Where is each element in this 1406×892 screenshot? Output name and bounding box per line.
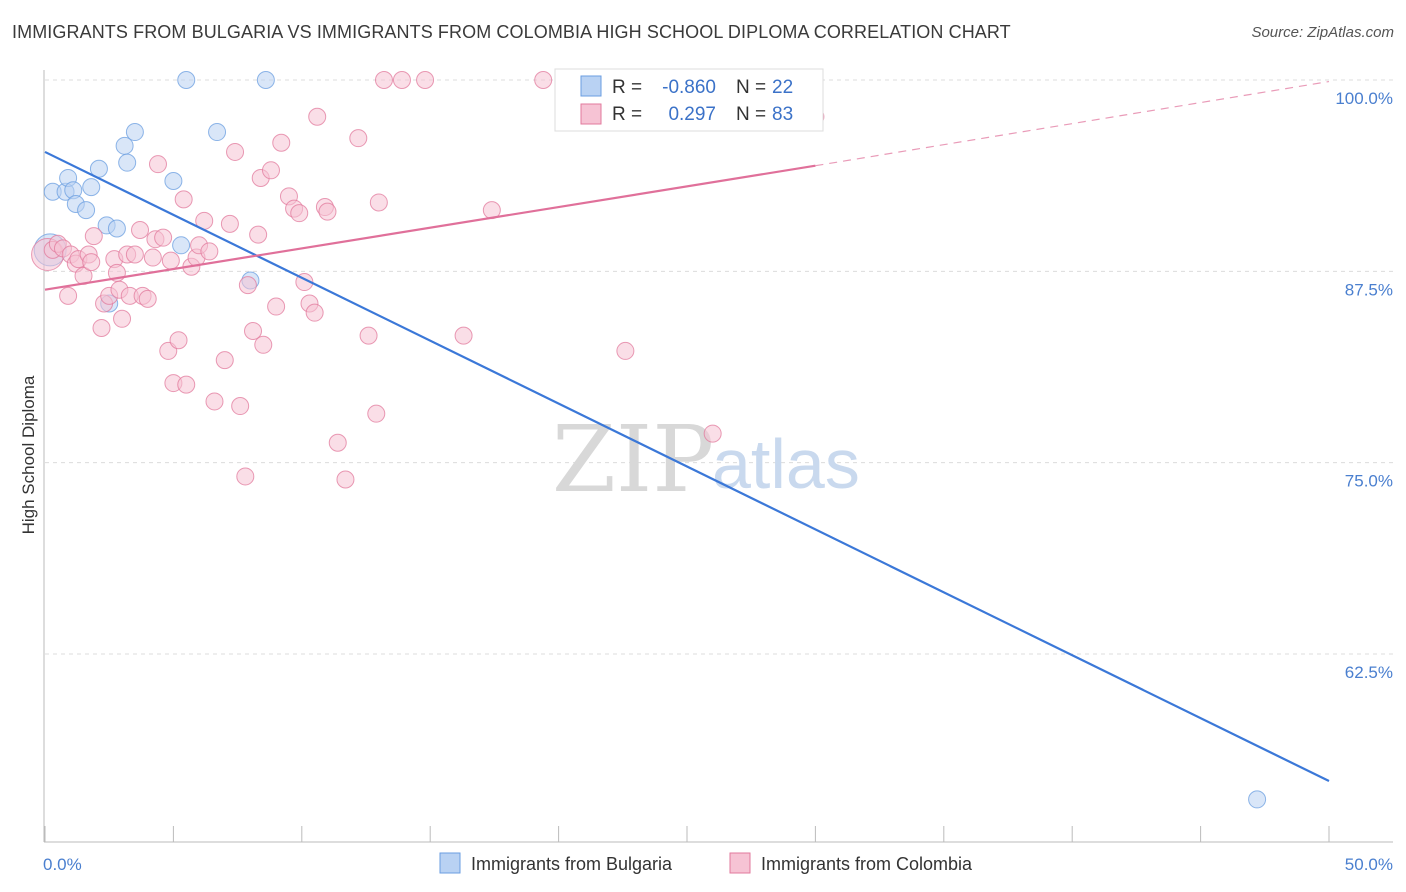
point-colombia-27 <box>148 155 167 174</box>
point-bulgaria-21 <box>1248 790 1267 809</box>
point-colombia-48 <box>249 225 268 244</box>
point-colombia-33 <box>174 190 193 209</box>
point-colombia-68 <box>369 193 388 212</box>
point-colombia-66 <box>359 326 378 345</box>
legend-n-value-bulgaria: 22 <box>772 77 793 98</box>
legend-swatch-colombia <box>580 103 602 125</box>
point-colombia-43 <box>226 142 245 161</box>
point-colombia-60 <box>308 107 327 126</box>
y-tick-label-3: 62.5% <box>1345 663 1393 682</box>
point-colombia-22 <box>131 221 150 240</box>
point-colombia-64 <box>336 470 355 489</box>
legend-swatch-bulgaria <box>580 75 602 97</box>
point-bulgaria-17 <box>177 71 196 89</box>
point-colombia-40 <box>205 392 224 411</box>
point-bulgaria-7 <box>82 178 101 197</box>
point-colombia-78 <box>703 424 722 443</box>
point-colombia-53 <box>272 133 291 152</box>
point-bulgaria-6 <box>77 201 96 220</box>
legend-n-label-bulgaria: N = <box>736 77 766 98</box>
point-colombia-41 <box>215 351 234 370</box>
point-colombia-32 <box>169 331 188 350</box>
point-colombia-69 <box>374 71 393 89</box>
series-legend-swatch-bulgaria <box>439 852 461 874</box>
point-colombia-70 <box>392 71 411 89</box>
x-tick-label-min: 0.0% <box>43 855 82 874</box>
legend-n-value-colombia: 83 <box>772 104 793 125</box>
point-bulgaria-11 <box>107 219 126 238</box>
gridlines <box>45 79 1393 655</box>
legend-r-label-bulgaria: R = <box>612 77 642 98</box>
trend-line-colombia <box>44 164 816 291</box>
legend-r-value-colombia: 0.297 <box>668 104 716 125</box>
trend-line-extension-colombia <box>815 80 1330 167</box>
y-tick-labels: 100.0% 87.5% 75.0% 62.5% <box>1335 89 1393 682</box>
point-colombia-56 <box>290 204 309 223</box>
series-legend-swatch-colombia <box>729 852 751 874</box>
point-colombia-50 <box>254 335 273 354</box>
x-tick-label-max: 50.0% <box>1345 855 1393 874</box>
y-tick-label-1: 87.5% <box>1345 280 1393 299</box>
point-colombia-11 <box>84 227 103 246</box>
point-colombia-65 <box>349 129 368 148</box>
point-colombia-63 <box>328 433 347 452</box>
chart-source: Source: ZipAtlas.com <box>1251 24 1394 41</box>
point-colombia-59 <box>305 303 324 322</box>
point-colombia-74 <box>534 71 553 89</box>
series-legend: Immigrants from Bulgaria Immigrants from… <box>439 852 973 874</box>
point-bulgaria-16 <box>172 236 191 255</box>
point-colombia-52 <box>267 297 286 316</box>
stats-legend: R = -0.860 N = 22 R = 0.297 N = 83 <box>554 68 824 132</box>
y-tick-label-2: 75.0% <box>1345 472 1393 491</box>
point-bulgaria-15 <box>164 172 183 191</box>
trend-line-bulgaria <box>44 150 1330 783</box>
point-colombia-71 <box>416 71 435 89</box>
legend-r-label-colombia: R = <box>612 104 642 125</box>
y-axis-label: High School Diploma <box>19 375 38 534</box>
watermark-atlas: atlas <box>712 425 860 503</box>
point-colombia-25 <box>143 248 162 267</box>
chart-title: IMMIGRANTS FROM BULGARIA VS IMMIGRANTS F… <box>12 22 1011 42</box>
x-tick-labels: 0.0% 50.0% <box>43 855 1393 874</box>
series-legend-label-colombia: Immigrants from Colombia <box>761 854 973 874</box>
point-colombia-39 <box>200 242 219 261</box>
trend-lines <box>44 80 1330 783</box>
point-colombia-21 <box>125 245 144 264</box>
point-colombia-67 <box>367 404 386 423</box>
point-colombia-45 <box>236 467 255 486</box>
point-colombia-46 <box>238 276 257 295</box>
point-colombia-51 <box>261 161 280 180</box>
point-colombia-62 <box>318 202 337 221</box>
point-colombia-77 <box>616 341 635 360</box>
point-colombia-34 <box>177 375 196 394</box>
point-bulgaria-18 <box>208 123 227 142</box>
point-colombia-18 <box>113 309 132 328</box>
legend-n-label-colombia: N = <box>736 104 766 125</box>
series-legend-label-bulgaria: Immigrants from Bulgaria <box>471 854 673 874</box>
point-colombia-12 <box>92 318 111 337</box>
legend-r-value-bulgaria: -0.860 <box>662 77 716 98</box>
point-bulgaria-13 <box>118 153 137 172</box>
point-colombia-72 <box>454 326 473 345</box>
y-tick-label-0: 100.0% <box>1335 89 1393 108</box>
point-bulgaria-20 <box>256 71 275 89</box>
point-colombia-30 <box>161 251 180 270</box>
point-colombia-10 <box>82 253 101 272</box>
watermark-zip: ZIP <box>552 406 714 513</box>
point-colombia-28 <box>154 228 173 247</box>
point-colombia-24 <box>138 289 157 308</box>
point-colombia-4 <box>59 286 78 305</box>
point-colombia-44 <box>231 397 250 416</box>
point-colombia-47 <box>244 322 263 341</box>
point-colombia-42 <box>220 214 239 233</box>
axes <box>43 70 1393 843</box>
point-bulgaria-14 <box>125 123 144 142</box>
